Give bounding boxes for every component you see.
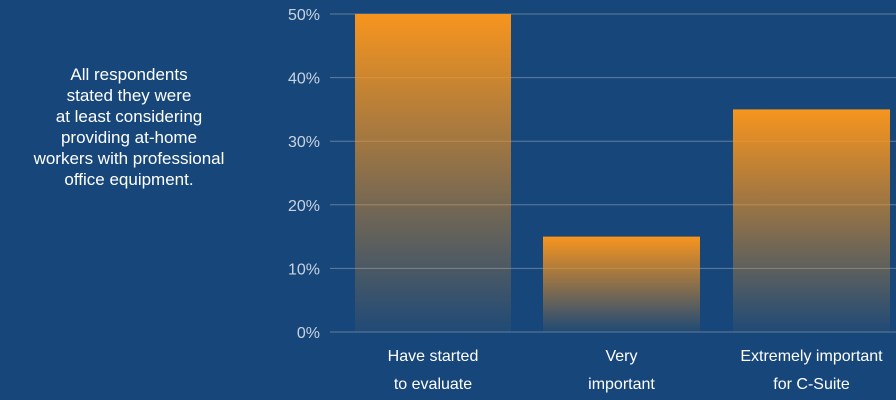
bar [543, 236, 700, 332]
side-note-line-4: providing at-home [60, 128, 198, 147]
x-category-label: Extremely important [740, 348, 883, 365]
side-note-line-1: All respondents [70, 65, 188, 84]
y-tick-label: 20% [288, 198, 320, 215]
x-category-label: for C-Suite [773, 376, 850, 393]
bar [733, 109, 890, 333]
bars [355, 14, 890, 333]
y-tick-label: 0% [297, 325, 320, 342]
x-category-label: Have started [388, 348, 479, 365]
x-category-label: Very [605, 348, 637, 365]
x-category-label: important [588, 376, 655, 393]
x-category-label: to evaluate [394, 376, 472, 393]
y-tick-label: 50% [288, 7, 320, 24]
bar [355, 14, 511, 332]
x-axis-labels: Have started to evaluate Very important Extr… [388, 348, 884, 393]
side-note-line-5: workers with professional [33, 149, 225, 168]
side-note-line-3: at least considering [55, 107, 203, 126]
y-tick-label: 40% [288, 71, 320, 88]
side-note-line-2: stated they were [66, 86, 192, 105]
side-note-line-6: office equipment. [64, 170, 194, 189]
side-note: All respondents stated they were at leas… [0, 64, 258, 190]
y-tick-label: 30% [288, 134, 320, 151]
y-tick-label: 10% [288, 261, 320, 278]
y-axis-ticks: 0% 10% 20% 30% 40% 50% [288, 7, 320, 342]
